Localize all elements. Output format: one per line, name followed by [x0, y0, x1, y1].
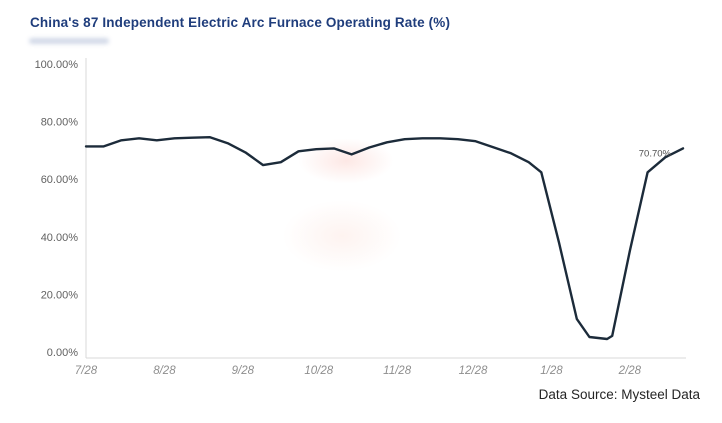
- data-source-caption: Data Source: Mysteel Data: [538, 387, 700, 402]
- last-point-label: 70.70%: [639, 148, 672, 159]
- x-tick-label: 7/28: [75, 365, 98, 377]
- y-tick-label: 0.00%: [47, 347, 78, 359]
- y-tick-label: 40.00%: [41, 232, 79, 244]
- x-tick-label: 11/28: [383, 365, 412, 377]
- x-tick-label: 1/28: [540, 365, 563, 377]
- y-tick-label: 20.00%: [41, 289, 79, 301]
- x-tick-label: 2/28: [618, 365, 642, 377]
- watermark-smudge: [29, 38, 109, 44]
- y-tick-label: 60.00%: [41, 174, 79, 186]
- operating-rate-line: [84, 135, 685, 341]
- x-tick-label: 8/28: [153, 365, 176, 377]
- y-tick-label: 100.00%: [35, 59, 79, 71]
- y-tick-label: 80.00%: [41, 117, 79, 129]
- chart-title: China's 87 Independent Electric Arc Furn…: [30, 15, 451, 30]
- x-tick-label: 9/28: [232, 365, 255, 377]
- x-tick-label: 12/28: [459, 365, 488, 377]
- x-tick-label: 10/28: [304, 365, 333, 377]
